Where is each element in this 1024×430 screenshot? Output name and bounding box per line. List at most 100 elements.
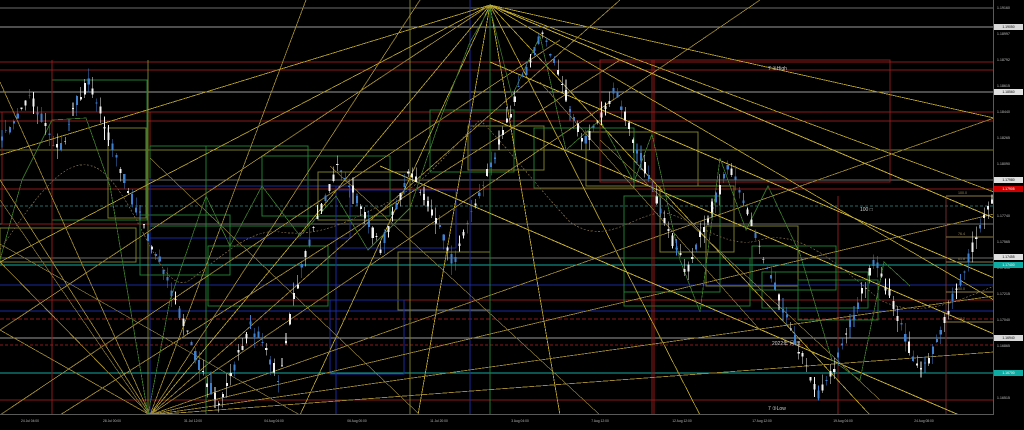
candle-body [707,218,710,223]
price-axis[interactable]: 1.19160 1.18997 1.18792 1.18615 1.18440 1.182… [993,0,1024,415]
chart-plot-area[interactable]: 7 ③High 7 ③Low 2022年 月 日 100 □ 100.0 76.4 61.… [0,0,994,415]
candle-body [746,209,749,214]
candle-body [916,363,919,366]
candle-body [639,153,642,161]
candle-body [166,276,169,281]
candle-body [963,271,966,273]
candle-body [111,143,114,151]
candle-body [722,174,725,179]
candle-body [497,139,500,145]
price-tick-label: 1.18792 [997,58,1010,62]
candle-body [328,184,331,191]
candle-body [182,318,185,327]
candle-body [83,82,86,95]
candle-body [864,287,867,289]
candle-body [308,239,311,246]
price-badge[interactable]: 1.18560 [994,89,1023,95]
candle-body [517,85,520,87]
candle-body [296,284,299,289]
candle-body [533,47,536,51]
candle-body [829,370,832,377]
candle-body [44,123,47,126]
candle-body [12,121,15,124]
candle-body [860,288,863,294]
price-tick-label: 1.17565 [997,240,1010,244]
candle-body [888,289,891,296]
candle-body [501,130,504,135]
candle-body [643,161,646,174]
price-badge[interactable]: 1.16940 [994,335,1023,341]
price-tick-label: 1.17040 [997,318,1010,322]
candle-body [363,211,366,219]
candle-body [604,105,607,110]
candle-body [288,313,291,325]
candle-body [561,84,564,85]
trend-lines-secondary [0,81,881,415]
ascending-channel [0,4,621,415]
time-axis[interactable]: 24 Jul 04:00 28 Jul 00:00 31 Jul 12:00 04 A… [0,414,994,430]
chart-annotation: 100 □ [860,207,873,213]
candle-body [407,171,410,174]
candle-body [647,175,650,180]
candle-body [300,263,303,268]
candle-body [935,338,938,343]
gann-fan-bottom [0,0,994,415]
candle-body [198,359,201,371]
price-badge[interactable]: 1.17980 [994,177,1023,183]
candle-body [474,203,477,206]
candle-body [304,250,307,257]
candle-body [849,319,852,328]
candle-body [671,235,674,246]
candle-body [920,367,923,370]
candle-body [537,36,540,45]
candle-body [241,345,244,351]
candle-body [687,264,690,272]
price-badge[interactable]: 1.17455 [994,254,1023,260]
candle-body [695,244,698,250]
candle-body [991,199,994,204]
candle-body [742,200,745,204]
candle-body [663,217,666,223]
price-badge[interactable]: 1.17400 [994,262,1023,268]
candle-body [596,121,599,123]
candle-body [766,268,769,269]
candle-body [8,127,11,133]
gann-fan-top [0,4,994,415]
candle-body [375,235,378,238]
price-badge[interactable]: 1.17905 [994,186,1023,192]
candle-body [119,168,122,173]
candle-body [4,130,7,132]
chart-annotation: 7 ③Low [768,406,786,412]
candle-body [521,74,524,77]
candle-body [620,106,623,111]
candle-body [146,233,149,242]
candle-body [797,351,800,354]
price-badge[interactable]: 1.16700 [994,370,1023,376]
candle-body [462,232,465,236]
candle-body [513,96,516,103]
candle-body [387,225,390,233]
time-tick-label: 11 Jul 20:00 [430,419,448,423]
candle-body [131,193,134,205]
candle-body [845,333,848,335]
price-badge[interactable]: 1.19050 [994,24,1023,30]
candle-body [261,341,264,343]
candle-body [391,211,394,216]
candle-body [154,253,157,257]
candle-body [221,393,224,397]
candle-body [699,231,702,238]
price-tick-label: 1.19160 [997,6,1010,10]
candle-body [770,274,773,279]
candle-body [158,256,161,262]
candle-body [284,340,287,343]
candle-body [24,100,27,106]
candle-body [979,224,982,229]
candle-body [379,249,382,254]
candle-body [892,301,895,309]
candle-body [975,237,978,240]
candle-body [817,390,820,399]
candle-body [458,243,461,246]
candle-body [758,245,761,247]
candle-body [872,259,875,266]
fibonacci-level-label: 76.4 [958,232,965,236]
